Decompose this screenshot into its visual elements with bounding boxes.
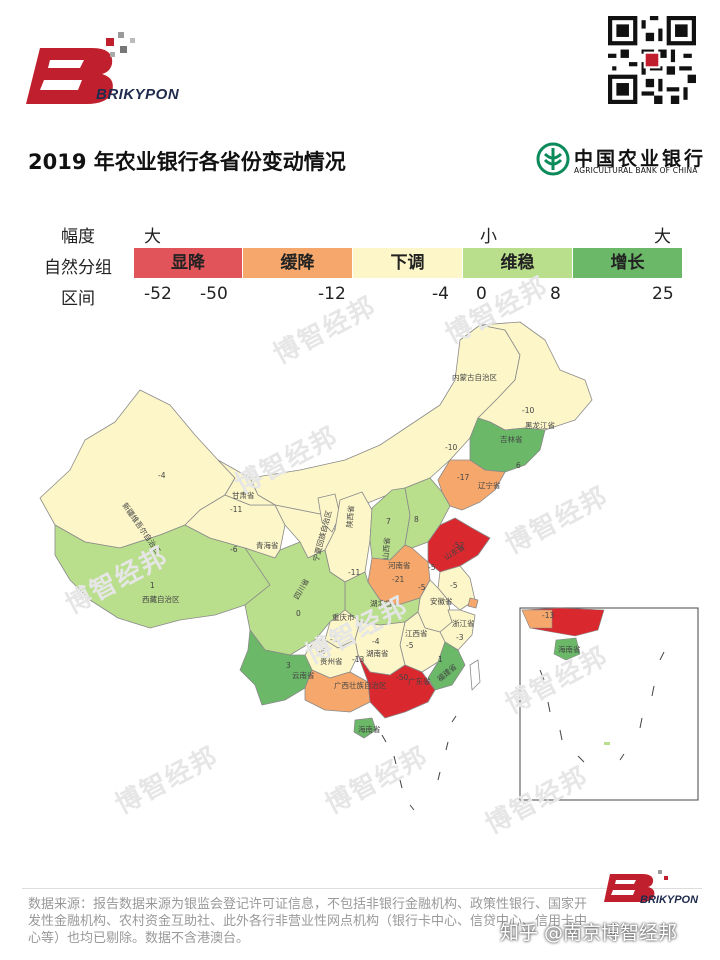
label-shanxi: 山西省 — [380, 536, 392, 560]
value-jiangxi: -5 — [406, 641, 414, 650]
legend-word-large-left: 大 — [144, 227, 161, 247]
value-hebei-2: -5 — [428, 563, 436, 572]
value-guangdong: -50 — [396, 673, 408, 682]
value-liaoning: -17 — [457, 473, 469, 482]
label-xizang: 西藏自治区 — [142, 594, 180, 604]
legend-group-slow-decline: 缓降 — [243, 248, 352, 278]
label-qinghai: 青海省 — [256, 540, 279, 550]
legend-word-large-right: 大 — [654, 227, 671, 247]
province-shandong — [427, 517, 491, 573]
footer-divider — [22, 888, 702, 889]
label-neimenggu: 内蒙古自治区 — [452, 372, 497, 382]
value-yunnan: 3 — [286, 661, 291, 670]
label-hubei: 湖北省 — [370, 598, 393, 608]
value-chongqing: -1 — [330, 635, 338, 644]
label-shaanxi: 陕西省 — [344, 504, 356, 528]
bank-name-en: AGRICULTURAL BANK OF CHINA — [574, 166, 698, 175]
value-hebei: 8 — [414, 515, 419, 524]
value-qinghai: -6 — [230, 545, 238, 554]
brand-name: BRIKYPON — [96, 86, 180, 103]
legend-group-stable: 维稳 — [463, 248, 572, 278]
label-zhejiang: 浙江省 — [452, 618, 475, 628]
legend-row-magnitude: 幅度 — [61, 227, 95, 247]
value-guizhou: -6 — [318, 647, 326, 656]
label-inset-hainan: 海南省 — [558, 644, 581, 654]
legend-break: -52 — [144, 284, 172, 304]
footer-brand-name: BRIKYPON — [640, 894, 699, 906]
bank-name-cn: 中国农业银行 — [574, 148, 707, 170]
province-fujian — [427, 641, 466, 691]
label-chongqing: 重庆市 — [332, 612, 355, 622]
province-jilin — [469, 417, 546, 473]
nine-dash-line — [381, 715, 457, 811]
value-inset: -13 — [542, 611, 554, 620]
label-liaoning: 辽宁省 — [478, 480, 501, 490]
value-xizang: 1 — [150, 581, 155, 590]
zhihu-credit: 知乎 @南京博智经邦 — [500, 922, 678, 944]
qr-code-icon — [608, 16, 696, 104]
legend-break: -4 — [432, 284, 449, 304]
label-guizhou: 贵州省 — [320, 656, 343, 666]
label-anhui: 安徽省 — [430, 596, 453, 606]
value-hubei: 1 — [396, 599, 401, 608]
value-hunan: -4 — [372, 637, 380, 646]
province-guangdong — [357, 654, 436, 719]
inset-dash-line — [539, 651, 665, 763]
legend-group-growth: 增长 — [573, 248, 682, 278]
value-jilin: 6 — [516, 461, 521, 470]
value-shandong: -52 — [452, 541, 464, 550]
province-hainan — [353, 717, 377, 739]
label-neimenggu-value: -10 — [445, 443, 457, 452]
footer-brikypon-logo — [604, 870, 668, 902]
label-hunan: 湖南省 — [366, 648, 389, 658]
value-xinjiang: -4 — [158, 471, 166, 480]
label-guangxi: 广西壮族自治区 — [334, 680, 387, 690]
abc-logo-icon — [536, 142, 570, 176]
chart-title: 2019 年农业银行各省份变动情况 — [28, 150, 346, 174]
legend-row-range: 区间 — [61, 289, 95, 309]
value-fujian: 1 — [438, 655, 443, 664]
legend-word-small: 小 — [480, 227, 497, 247]
legend-group-sharp-decline: 显降 — [134, 248, 242, 278]
value-gansu: -11 — [230, 505, 242, 514]
brikypon-logo — [26, 32, 135, 104]
china-choropleth-map: 内蒙古自治区 -10 -10 黑龙江省 吉林省 6 -17 辽宁省 -4 新疆维… — [39, 321, 699, 811]
source-note: 数据来源：报告数据来源为银监会登记许可证信息，不包括非银行金融机构、政策性银行、… — [28, 897, 588, 946]
label-henan: 河南省 — [388, 560, 411, 570]
label-jilin: 吉林省 — [500, 434, 523, 444]
province-guangxi — [304, 669, 371, 713]
legend-row-group: 自然分组 — [44, 258, 112, 278]
value-anhui: -5 — [418, 583, 426, 592]
legend-break: 25 — [652, 284, 674, 304]
province-shanghai — [467, 597, 479, 609]
label-yunnan: 云南省 — [292, 670, 315, 680]
province-liaoning — [437, 459, 506, 511]
value-jiangsu: -5 — [450, 581, 458, 590]
label-hainan: 海南省 — [358, 724, 381, 734]
value-heilongjiang: -10 — [522, 406, 534, 415]
label-gansu: 甘肃省 — [232, 490, 255, 500]
province-taiwan — [469, 659, 481, 691]
value-shanxi: 7 — [386, 517, 391, 526]
label-jiangxi: 江西省 — [405, 628, 428, 638]
value-shaanxi: -11 — [348, 568, 360, 577]
legend-break: 0 — [476, 284, 487, 304]
value-sichuan: 0 — [296, 609, 301, 618]
legend-break: -12 — [318, 284, 346, 304]
legend-break: 8 — [550, 284, 561, 304]
south-china-sea-inset — [519, 607, 699, 801]
value-henan: -21 — [392, 575, 404, 584]
label-heilongjiang: 黑龙江省 — [525, 420, 555, 430]
legend-break: -50 — [200, 284, 228, 304]
province-yunnan — [239, 629, 313, 706]
label-guangdong: 广东省 — [408, 676, 431, 686]
value-zhejiang: -3 — [456, 633, 464, 642]
value-guangxi: -13 — [352, 655, 364, 664]
legend-group-downgrade: 下调 — [353, 248, 462, 278]
